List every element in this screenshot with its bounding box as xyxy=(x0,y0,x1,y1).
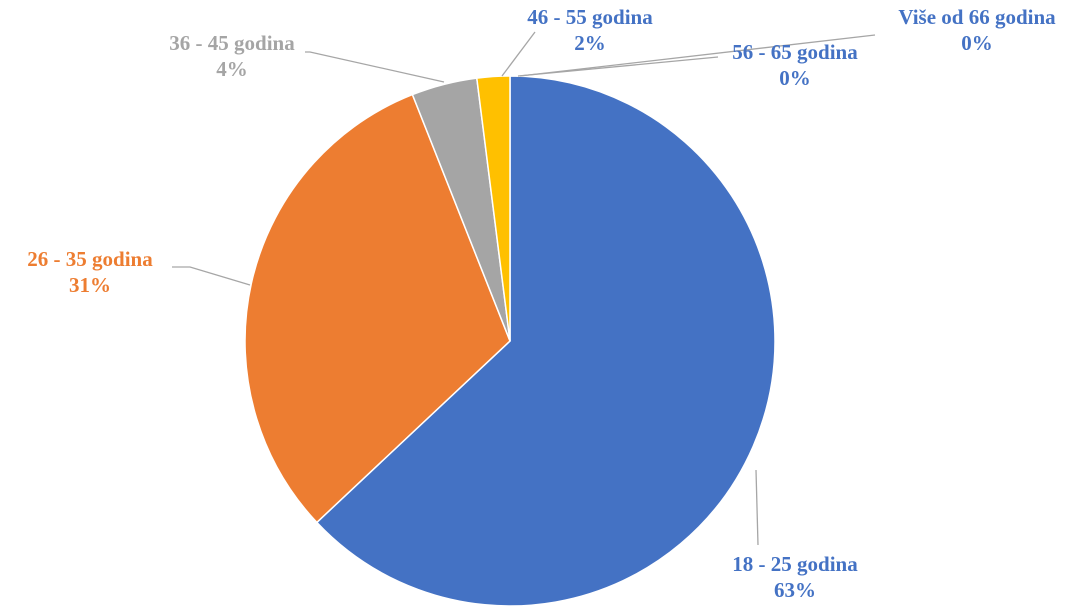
pie-slices xyxy=(244,75,776,607)
leader-line-2 xyxy=(172,266,251,286)
leader-line-3 xyxy=(305,51,445,83)
data-label-percent: 0% xyxy=(961,31,993,55)
pie-slice-2 xyxy=(244,93,511,524)
data-label-2: 26 - 35 godina 31% xyxy=(27,247,153,297)
data-label-4: 46 - 55 godina 2% xyxy=(527,5,653,55)
data-label-percent: 31% xyxy=(69,273,111,297)
leader-line-4 xyxy=(501,31,536,77)
data-label-percent: 63% xyxy=(774,578,816,602)
leader-lines xyxy=(172,31,876,546)
pie-slice-1 xyxy=(315,75,776,607)
data-label-6: Više od 66 godina 0% xyxy=(898,5,1056,55)
data-labels: 18 - 25 godina 63% 26 - 35 godina 31% 36 - 4… xyxy=(27,5,1056,602)
data-label-percent: 0% xyxy=(779,66,811,90)
data-label-1: 18 - 25 godina 63% xyxy=(732,552,858,602)
data-label-category: 46 - 55 godina xyxy=(527,5,653,29)
data-label-5: 56 - 65 godina 0% xyxy=(732,40,858,90)
pie-slice-4 xyxy=(475,75,511,342)
data-label-percent: 4% xyxy=(216,57,248,81)
leader-line-1 xyxy=(755,469,759,546)
data-label-category: Više od 66 godina xyxy=(898,5,1056,29)
leader-line-6 xyxy=(519,34,876,77)
data-label-category: 56 - 65 godina xyxy=(732,40,858,64)
data-label-category: 18 - 25 godina xyxy=(732,552,858,576)
data-label-3: 36 - 45 godina 4% xyxy=(169,31,295,81)
data-label-category: 36 - 45 godina xyxy=(169,31,295,55)
data-label-percent: 2% xyxy=(574,31,606,55)
data-label-category: 26 - 35 godina xyxy=(27,247,153,271)
